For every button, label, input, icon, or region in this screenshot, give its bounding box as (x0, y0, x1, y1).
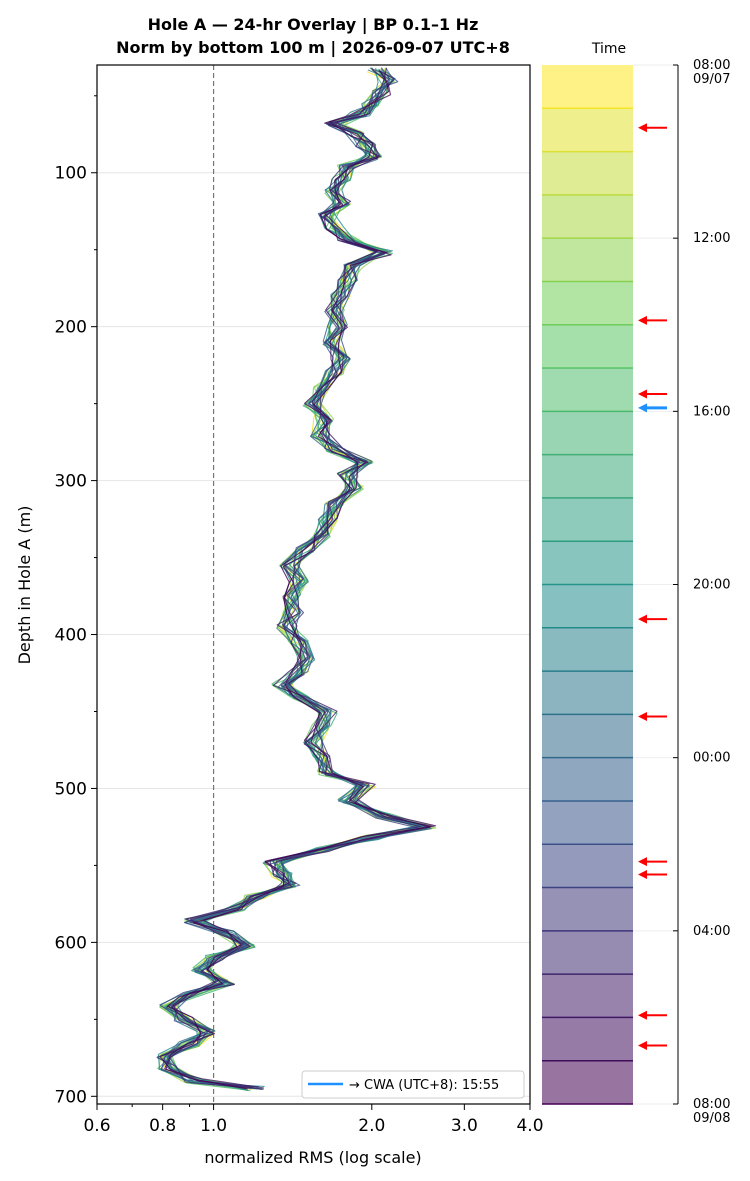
colorbar-bin (542, 497, 633, 542)
plot-frame (96, 64, 531, 1105)
colorbar-bin (542, 1060, 633, 1104)
colorbar-bin (542, 368, 633, 412)
colorbar-bin (542, 411, 633, 455)
colorbar-bin (542, 238, 633, 282)
x-tick-label: 0.8 (149, 1116, 176, 1136)
event-arrow (638, 1010, 667, 1020)
y-tick-label: 700 (55, 1087, 87, 1107)
colorbar-bin (542, 454, 633, 498)
colorbar-bin (542, 65, 633, 109)
x-axis: 0.6 0.8 1.0 2.0 3.0 4.0 (83, 1104, 544, 1136)
event-arrow (638, 870, 667, 880)
y-tick-label: 200 (55, 318, 87, 338)
colorbar-bin (542, 584, 633, 628)
event-arrow (638, 857, 667, 867)
event-arrow (638, 123, 667, 133)
cwa-arrow (638, 403, 667, 413)
legend-box (301, 1070, 525, 1099)
colorbar-bin (542, 281, 633, 325)
x-tick-label: 0.6 (83, 1116, 110, 1136)
y-tick-label: 500 (55, 779, 87, 799)
colorbar-tick-label: 08:00 09/08 (693, 1097, 730, 1126)
colorbar-bin (542, 627, 633, 672)
series-line-24 (159, 70, 431, 1090)
colorbar-bin (542, 108, 633, 152)
event-arrow (638, 712, 667, 722)
colorbar (542, 65, 633, 1105)
colorbar-tick-label: 00:00 (693, 751, 730, 766)
colorbar-bin (542, 671, 633, 715)
legend-label-cwa: → CWA (UTC+8): 15:55 (349, 1078, 499, 1093)
colorbar-bin (542, 800, 633, 845)
colorbar-axis: 08:00 09/07 12:00 16:00 20:00 00:00 04:00 08:00… (633, 58, 730, 1126)
colorbar-tick-label: 20:00 (693, 578, 730, 593)
x-tick-label: 4.0 (516, 1116, 543, 1136)
colorbar-bin (542, 930, 633, 975)
colorbar-tick-label: 04:00 (693, 924, 730, 939)
colorbar-bin (542, 887, 633, 931)
y-tick-label: 100 (55, 164, 87, 184)
event-arrow (638, 614, 667, 624)
colorbar-tick-label: 12:00 (693, 231, 730, 246)
y-tick-label: 300 (55, 472, 87, 492)
colorbar-bin (542, 1017, 633, 1061)
colorbar-bin (542, 714, 633, 758)
colorbar-bin (542, 844, 633, 888)
colorbar-tick-label: 08:00 09/07 (693, 58, 730, 87)
event-arrow (638, 1041, 667, 1051)
colorbar-bin (542, 757, 633, 801)
colorbar-bin (542, 974, 633, 1018)
x-axis-label: normalized RMS (log scale) (204, 1148, 421, 1167)
chart-title-line1: Hole A — 24-hr Overlay | BP 0.1–1 Hz (148, 15, 479, 35)
x-tick-label: 2.0 (358, 1116, 385, 1136)
event-arrow (638, 315, 667, 325)
event-arrow (638, 389, 667, 399)
colorbar-title: Time (591, 41, 626, 57)
colorbar-bin (542, 194, 633, 239)
x-tick-label: 1.0 (200, 1116, 227, 1136)
y-axis-label: Depth in Hole A (m) (15, 506, 34, 665)
y-axis: 100 200 300 400 500 600 700 (55, 95, 97, 1107)
traces (156, 67, 437, 1092)
plot-area (96, 64, 531, 1105)
x-tick-label: 3.0 (451, 1116, 478, 1136)
event-arrows (638, 123, 667, 1051)
y-tick-label: 400 (55, 626, 87, 646)
legend: → CWA (UTC+8): 15:55 (301, 1070, 525, 1099)
colorbar-bin (542, 541, 633, 585)
colorbar-tick-label: 16:00 (693, 404, 730, 419)
colorbar-bin (542, 324, 633, 369)
chart-title-line2: Norm by bottom 100 m | 2026-09-07 UTC+8 (116, 38, 510, 58)
y-tick-label: 600 (55, 933, 87, 953)
colorbar-bin (542, 151, 633, 195)
